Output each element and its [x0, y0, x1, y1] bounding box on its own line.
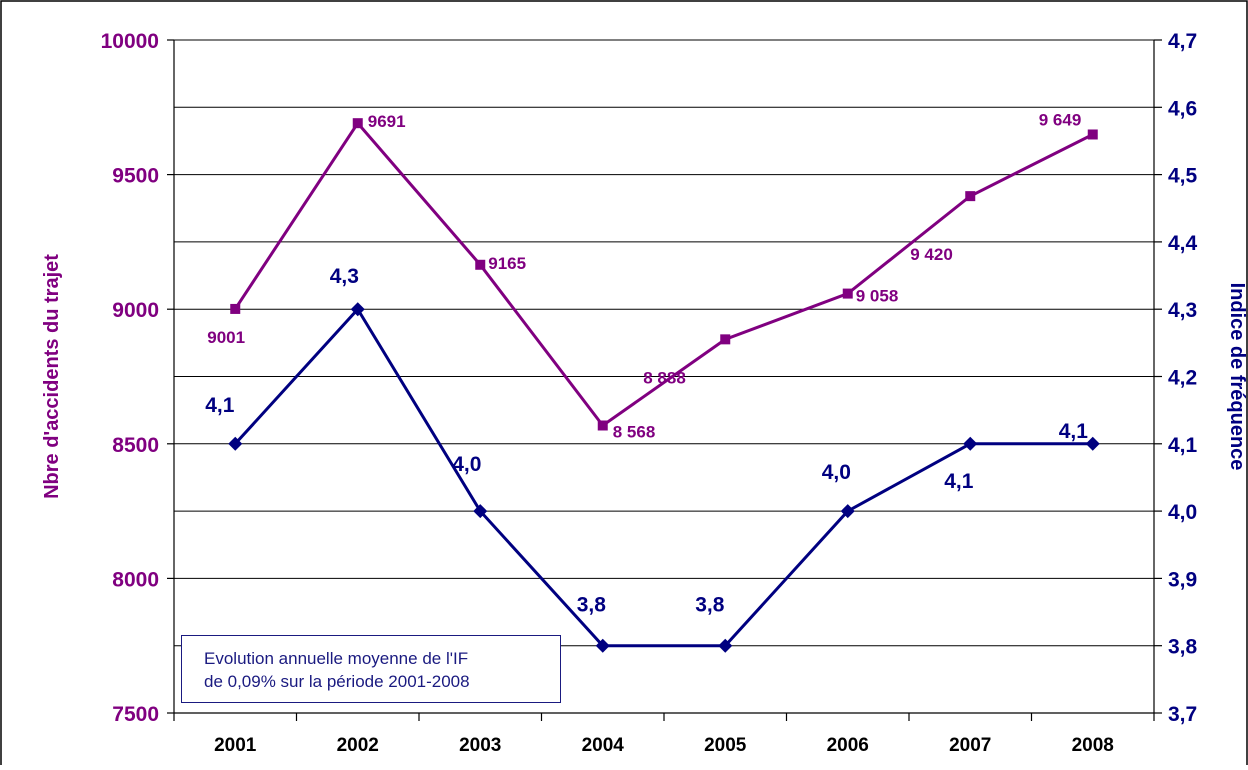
y-left-tick-label: 9000	[112, 299, 159, 322]
data-label: 4,1	[205, 394, 235, 417]
y-right-tick-label: 4,0	[1168, 501, 1197, 524]
y-right-tick-label: 4,5	[1168, 165, 1198, 188]
annotation-box: Evolution annuelle moyenne de l'IF de 0,…	[181, 635, 561, 703]
y-right-tick-label: 4,7	[1168, 30, 1197, 53]
y-left-axis-title: Nbre d'accidents du trajet	[41, 254, 63, 499]
data-point	[597, 420, 608, 431]
series-line	[234, 306, 1093, 648]
series-line	[233, 120, 1094, 428]
data-point	[473, 504, 488, 519]
data-point	[228, 436, 243, 451]
y-right-tick-label: 3,8	[1168, 636, 1198, 659]
data-point	[475, 259, 486, 270]
data-point	[842, 288, 853, 299]
data-label: 9 420	[910, 245, 953, 264]
y-left-tick-label: 8500	[112, 434, 159, 457]
y-left-tick-label: 9500	[112, 165, 159, 188]
data-label: 9691	[368, 112, 406, 131]
data-point	[840, 504, 855, 519]
x-tick-label: 2006	[827, 735, 869, 756]
data-label: 3,8	[577, 594, 607, 617]
data-point	[230, 303, 241, 314]
data-point	[965, 191, 976, 202]
x-tick-label: 2008	[1072, 735, 1114, 756]
data-point	[718, 638, 733, 653]
data-label: 9 058	[856, 287, 899, 306]
data-label: 8 888	[643, 368, 686, 387]
x-tick-label: 2004	[582, 735, 625, 756]
data-label: 4,3	[330, 265, 359, 288]
data-label: 4,1	[944, 470, 974, 493]
y-right-tick-label: 4,2	[1168, 367, 1197, 390]
data-point	[595, 638, 610, 653]
data-label: 9001	[207, 328, 245, 347]
x-tick-label: 2007	[949, 735, 991, 756]
y-right-tick-label: 3,9	[1168, 568, 1197, 591]
data-label: 4,1	[1059, 420, 1089, 443]
data-point	[963, 436, 978, 451]
y-right-tick-label: 3,7	[1168, 703, 1197, 726]
y-right-tick-label: 4,4	[1168, 232, 1198, 255]
annotation-line-1: Evolution annuelle moyenne de l'IF	[204, 649, 469, 668]
data-point	[350, 302, 365, 317]
y-right-tick-label: 4,3	[1168, 299, 1197, 322]
data-label: 4,0	[452, 453, 481, 476]
data-label: 3,8	[695, 594, 725, 617]
x-tick-label: 2001	[214, 735, 257, 756]
data-label: 9165	[488, 254, 526, 273]
data-point	[720, 334, 731, 345]
x-tick-label: 2005	[704, 735, 747, 756]
y-left-tick-label: 10000	[101, 30, 159, 53]
x-tick-label: 2003	[459, 735, 501, 756]
x-tick-label: 2002	[337, 735, 379, 756]
data-point	[1085, 436, 1100, 451]
y-left-tick-label: 7500	[112, 703, 159, 726]
y-right-axis-title: Indice de fréquence	[1226, 283, 1248, 471]
y-left-tick-label: 8000	[112, 568, 159, 591]
data-point	[352, 118, 363, 129]
y-right-tick-label: 4,6	[1168, 97, 1197, 120]
data-label: 8 568	[613, 422, 656, 441]
annotation-line-2: de 0,09% sur la période 2001-2008	[204, 672, 470, 691]
y-right-tick-label: 4,1	[1168, 434, 1198, 457]
data-point	[1087, 129, 1098, 140]
data-label: 9 649	[1039, 110, 1082, 129]
data-label: 4,0	[822, 461, 851, 484]
